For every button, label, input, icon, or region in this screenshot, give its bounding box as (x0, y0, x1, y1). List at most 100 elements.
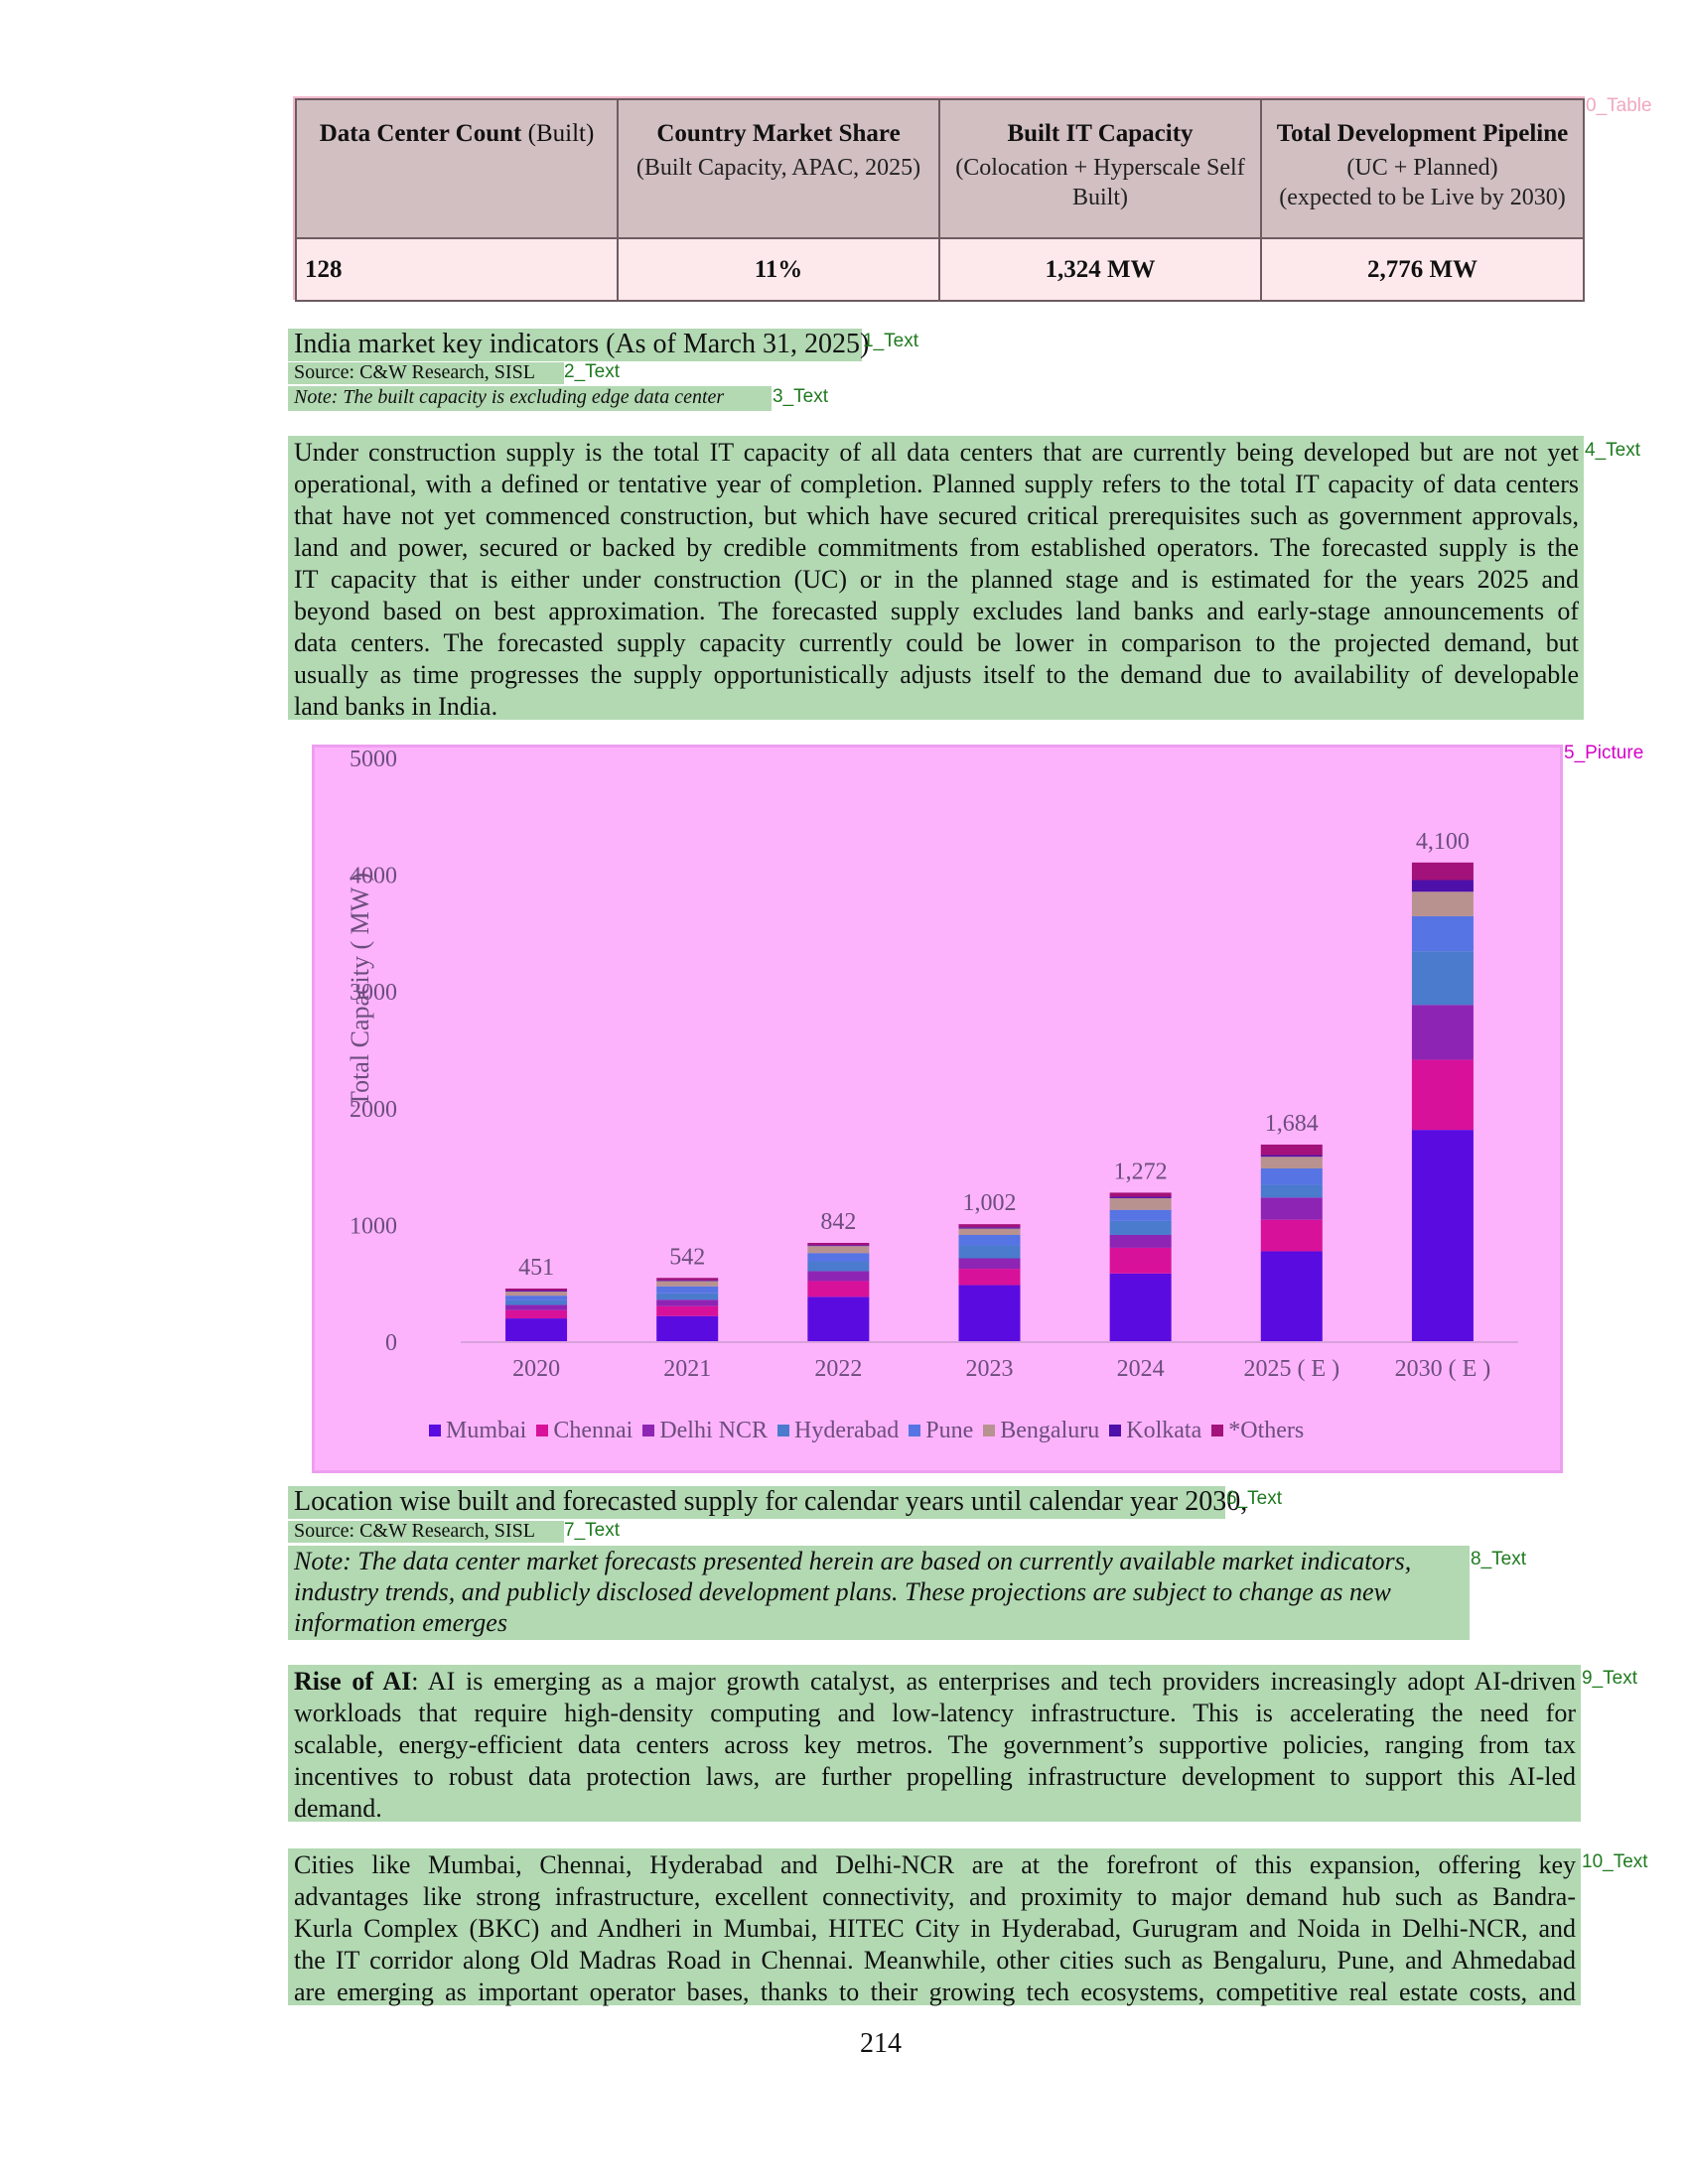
page-number: 214 (860, 2028, 902, 2059)
paragraph-line: data centers. The forecasted supply capa… (294, 628, 1579, 657)
text-region-highlight (288, 1521, 564, 1543)
bar-segment (807, 1253, 870, 1263)
region-label: 7_Text (564, 1520, 620, 1541)
bar-total-label: 1,002 (963, 1190, 1017, 1216)
legend-swatch (909, 1425, 921, 1436)
key-indicators-table: Data Center Count (Built) Country Market… (295, 98, 1585, 302)
bar-total-label: 4,100 (1416, 829, 1470, 855)
bar-segment (505, 1291, 568, 1293)
y-tick-label: 4000 (350, 864, 397, 889)
bar-segment (1109, 1247, 1172, 1274)
paragraph-line: are emerging as important operator bases… (294, 1978, 1576, 2006)
bar-segment (1411, 1005, 1474, 1060)
table-header-row: Data Center Count (Built) Country Market… (295, 98, 1585, 239)
paragraph-line: IT capacity that is either under constru… (294, 565, 1579, 594)
bar-segment (656, 1299, 719, 1306)
bar-segment (1260, 1197, 1323, 1220)
note-line: Note: The data center market forecasts p… (294, 1547, 1412, 1575)
bar-segment (1411, 880, 1474, 892)
legend-label: Hyderabad (793, 1418, 900, 1443)
legend-item: Delhi NCR (642, 1418, 768, 1444)
legend-label: Kolkata (1126, 1418, 1202, 1443)
paragraph-line: operational, with a defined or tentative… (294, 470, 1579, 498)
bar-segment (505, 1304, 568, 1310)
chart-caption-title: Location wise built and forecasted suppl… (294, 1486, 1248, 1517)
paragraph-line: that have not yet commenced construction… (294, 501, 1579, 530)
y-tick-label: 3000 (350, 980, 397, 1006)
header-sub: (Built Capacity, APAC, 2025) (635, 155, 921, 181)
y-tick-label: 0 (385, 1330, 397, 1356)
region-label: 5_Picture (1564, 743, 1644, 763)
header-main: Data Center Count (319, 120, 522, 147)
bar-total-label: 542 (669, 1244, 705, 1270)
bar-segment (1411, 951, 1474, 1006)
region-label: 3_Text (773, 386, 828, 407)
bar-segment (1109, 1234, 1172, 1248)
legend-swatch (429, 1425, 441, 1436)
bar-segment (1109, 1209, 1172, 1221)
header-sub: (Colocation + Hyperscale Self (955, 155, 1245, 181)
note-line: industry trends, and publicly disclosed … (294, 1577, 1391, 1606)
bar-segment (1109, 1192, 1172, 1197)
y-axis-label: Total Capacity ( MW ) (346, 873, 374, 1107)
table-row: 128 11% 1,324 MW 2,776 MW (295, 237, 1585, 302)
paragraph-line: workloads that require high-density comp… (294, 1699, 1576, 1727)
paragraph-line: usually as time progresses the supply op… (294, 660, 1579, 689)
bar-segment (505, 1318, 568, 1341)
y-tick-label: 5000 (350, 747, 397, 772)
region-label: 1_Text (863, 331, 918, 351)
caption-source: Source: C&W Research, SISL (294, 361, 535, 383)
bar-segment (807, 1271, 870, 1282)
bar-segment (958, 1269, 1021, 1286)
x-tick-label: 2021 (663, 1356, 711, 1382)
legend-swatch (1109, 1425, 1122, 1436)
caption-note: Note: The built capacity is excluding ed… (294, 386, 725, 408)
text-region-highlight (288, 362, 564, 384)
paragraph-line: demand. (294, 1794, 382, 1823)
paragraph-line: Under construction supply is the total I… (294, 438, 1579, 467)
paragraph-line: Kurla Complex (BKC) and Andheri in Mumba… (294, 1914, 1576, 1943)
bar-segment (505, 1299, 568, 1305)
legend-swatch (776, 1425, 789, 1436)
bar-segment (1411, 1130, 1474, 1341)
note-line: information emerges (294, 1608, 507, 1637)
paragraph-line: : AI is emerging as a major growth catal… (411, 1667, 1576, 1696)
text-region-highlight (288, 1546, 1470, 1640)
bar-segment (958, 1234, 1021, 1246)
legend-label: Mumbai (446, 1418, 527, 1443)
bar-segment (656, 1278, 719, 1281)
bar-segment (807, 1297, 870, 1341)
paragraph-line: advantages like strong infrastructure, e… (294, 1882, 1576, 1911)
legend-item: Hyderabad (776, 1418, 900, 1444)
region-label: 4_Text (1585, 440, 1640, 461)
header-sub: (expected to be Live by 2030) (1279, 185, 1566, 210)
table-header-cell: Total Development Pipeline (UC + Planned… (1260, 98, 1585, 239)
table-header-cell: Data Center Count (Built) (295, 98, 619, 239)
table-header-cell: Built IT Capacity (Colocation + Hypersca… (938, 98, 1262, 239)
cities-expansion-paragraph: Cities like Mumbai, Chennai, Hyderabad a… (294, 1849, 1576, 2008)
caption-title: India market key indicators (As of March… (294, 329, 870, 359)
legend-item: *Others (1211, 1418, 1304, 1444)
bar-segment (958, 1227, 1021, 1229)
header-main: Built IT Capacity (1007, 120, 1194, 147)
table-cell: 1,324 MW (938, 237, 1262, 302)
bar-segment (807, 1245, 870, 1247)
legend-item: Kolkata (1109, 1418, 1201, 1444)
bar-segment (807, 1281, 870, 1297)
header-main: Country Market Share (656, 120, 901, 147)
y-tick-label: 2000 (350, 1097, 397, 1123)
bar-segment (1109, 1196, 1172, 1198)
x-tick-label: 2024 (1117, 1356, 1165, 1382)
bar-segment (1260, 1184, 1323, 1198)
bar-segment (1411, 915, 1474, 952)
table-cell: 2,776 MW (1260, 237, 1585, 302)
x-tick-label: 2022 (814, 1356, 862, 1382)
bar-segment (656, 1286, 719, 1294)
text-region-highlight (288, 1665, 1581, 1822)
table-cell: 128 (295, 237, 619, 302)
bar-segment (656, 1305, 719, 1316)
paragraph-lead: Rise of AI (294, 1667, 412, 1696)
bar-segment (505, 1292, 568, 1297)
text-region-highlight (288, 1486, 1225, 1519)
bar-segment (1260, 1155, 1323, 1158)
